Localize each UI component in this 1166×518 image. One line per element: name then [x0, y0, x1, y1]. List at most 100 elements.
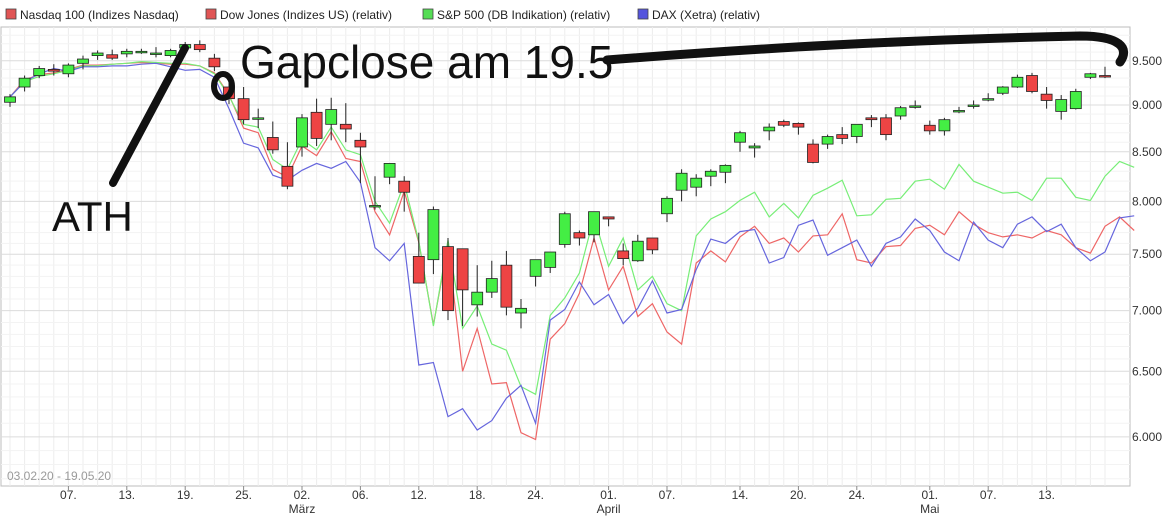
x-tick-label: 19. [177, 488, 194, 502]
x-tick-label: 24. [848, 488, 865, 502]
y-tick-label: 7.500 [1132, 247, 1162, 261]
candle-body [515, 307, 527, 314]
candle [325, 97, 338, 141]
candle-body [865, 117, 878, 121]
candle [807, 139, 819, 164]
candle [704, 169, 717, 187]
candle-body [938, 119, 951, 132]
candle [354, 132, 367, 184]
legend-item: S&P 500 (DB Indikation) (relativ) [422, 8, 610, 22]
y-tick-label: 7.000 [1132, 304, 1162, 318]
candle-body [923, 124, 936, 132]
candle-body [529, 259, 542, 277]
legend-label: Dow Jones (Indizes US) (relativ) [220, 8, 392, 22]
x-tick-label: 25. [235, 488, 252, 502]
candle-body [894, 107, 907, 117]
legend-label: DAX (Xetra) (relativ) [652, 8, 760, 22]
candle-body [33, 68, 46, 76]
candle-body [996, 86, 1009, 94]
candle [77, 55, 89, 70]
x-tick-label: 13. [118, 488, 135, 502]
candle-body [164, 50, 177, 56]
candle [296, 114, 308, 157]
candle-body [661, 197, 673, 215]
candle-body [850, 123, 863, 137]
candle-body [1040, 93, 1053, 101]
x-tick-label: 24. [527, 488, 544, 502]
candle [1040, 87, 1053, 109]
candle [485, 260, 498, 298]
candle [106, 49, 119, 60]
candle-body [500, 264, 513, 308]
candle [47, 64, 60, 76]
legend-swatch [422, 8, 434, 20]
date-range-label: 03.02.20 - 19.05.20 [7, 469, 111, 483]
candle-body [208, 57, 221, 68]
x-tick-label: 18. [469, 488, 486, 502]
candle-body [1026, 75, 1038, 92]
candle-body [544, 251, 557, 268]
candle-body [704, 170, 717, 177]
candle [1084, 72, 1097, 80]
candle-body [748, 145, 761, 149]
candle [661, 196, 673, 223]
series-line [9, 62, 1135, 431]
annotations: Gapclose am 19.5 ATH [52, 31, 1129, 240]
y-tick-label: 9.500 [1132, 54, 1162, 68]
x-tick-label: 20. [790, 488, 807, 502]
candle-body [442, 246, 454, 312]
candle-body [734, 132, 746, 143]
candle-body [339, 123, 352, 130]
candle-body [252, 117, 265, 120]
candle [310, 98, 323, 147]
candle [427, 206, 440, 275]
candle-body [646, 237, 659, 251]
candle [18, 75, 31, 92]
candle [237, 87, 250, 125]
x-tick-label: 02. [294, 488, 311, 502]
candle [544, 251, 557, 273]
candle [938, 117, 951, 136]
candle [369, 176, 381, 210]
candle-body [982, 98, 995, 101]
candle [748, 143, 761, 158]
candle [471, 265, 484, 317]
candle [339, 103, 352, 143]
candle-body [77, 58, 89, 64]
candle [515, 299, 527, 329]
candle [953, 106, 965, 114]
candle [208, 53, 221, 72]
candle-body [354, 139, 367, 148]
candle [558, 211, 571, 248]
candle [821, 134, 834, 149]
candle-body [690, 177, 703, 188]
candle [120, 48, 133, 58]
candle-body [106, 54, 119, 59]
legend-label: S&P 500 (DB Indikation) (relativ) [437, 8, 610, 22]
candle-body [91, 52, 104, 56]
candle [1026, 72, 1038, 94]
candle-body [880, 117, 892, 136]
candle [923, 120, 936, 135]
candle-body [266, 137, 279, 151]
candle-body [310, 111, 323, 139]
candle [193, 40, 206, 53]
legend-label: Nasdaq 100 (Indizes Nasdaq) [20, 8, 179, 22]
candle [982, 93, 995, 102]
candle-body [967, 104, 980, 107]
x-tick-label: 13. [1038, 488, 1055, 502]
candle [1055, 95, 1068, 120]
candle [135, 48, 148, 54]
candle [398, 176, 411, 212]
candle-body [953, 110, 965, 113]
candle-body [281, 165, 294, 187]
x-tick-label: 06. [352, 488, 369, 502]
candle-body [18, 77, 31, 88]
gapclose-curve-stroke [602, 31, 1129, 67]
x-tick-label: 12. [410, 488, 427, 502]
series-line [9, 60, 1135, 396]
candle [150, 47, 162, 58]
y-tick-label: 6.500 [1132, 364, 1162, 378]
y-tick-label: 6.000 [1132, 430, 1162, 444]
